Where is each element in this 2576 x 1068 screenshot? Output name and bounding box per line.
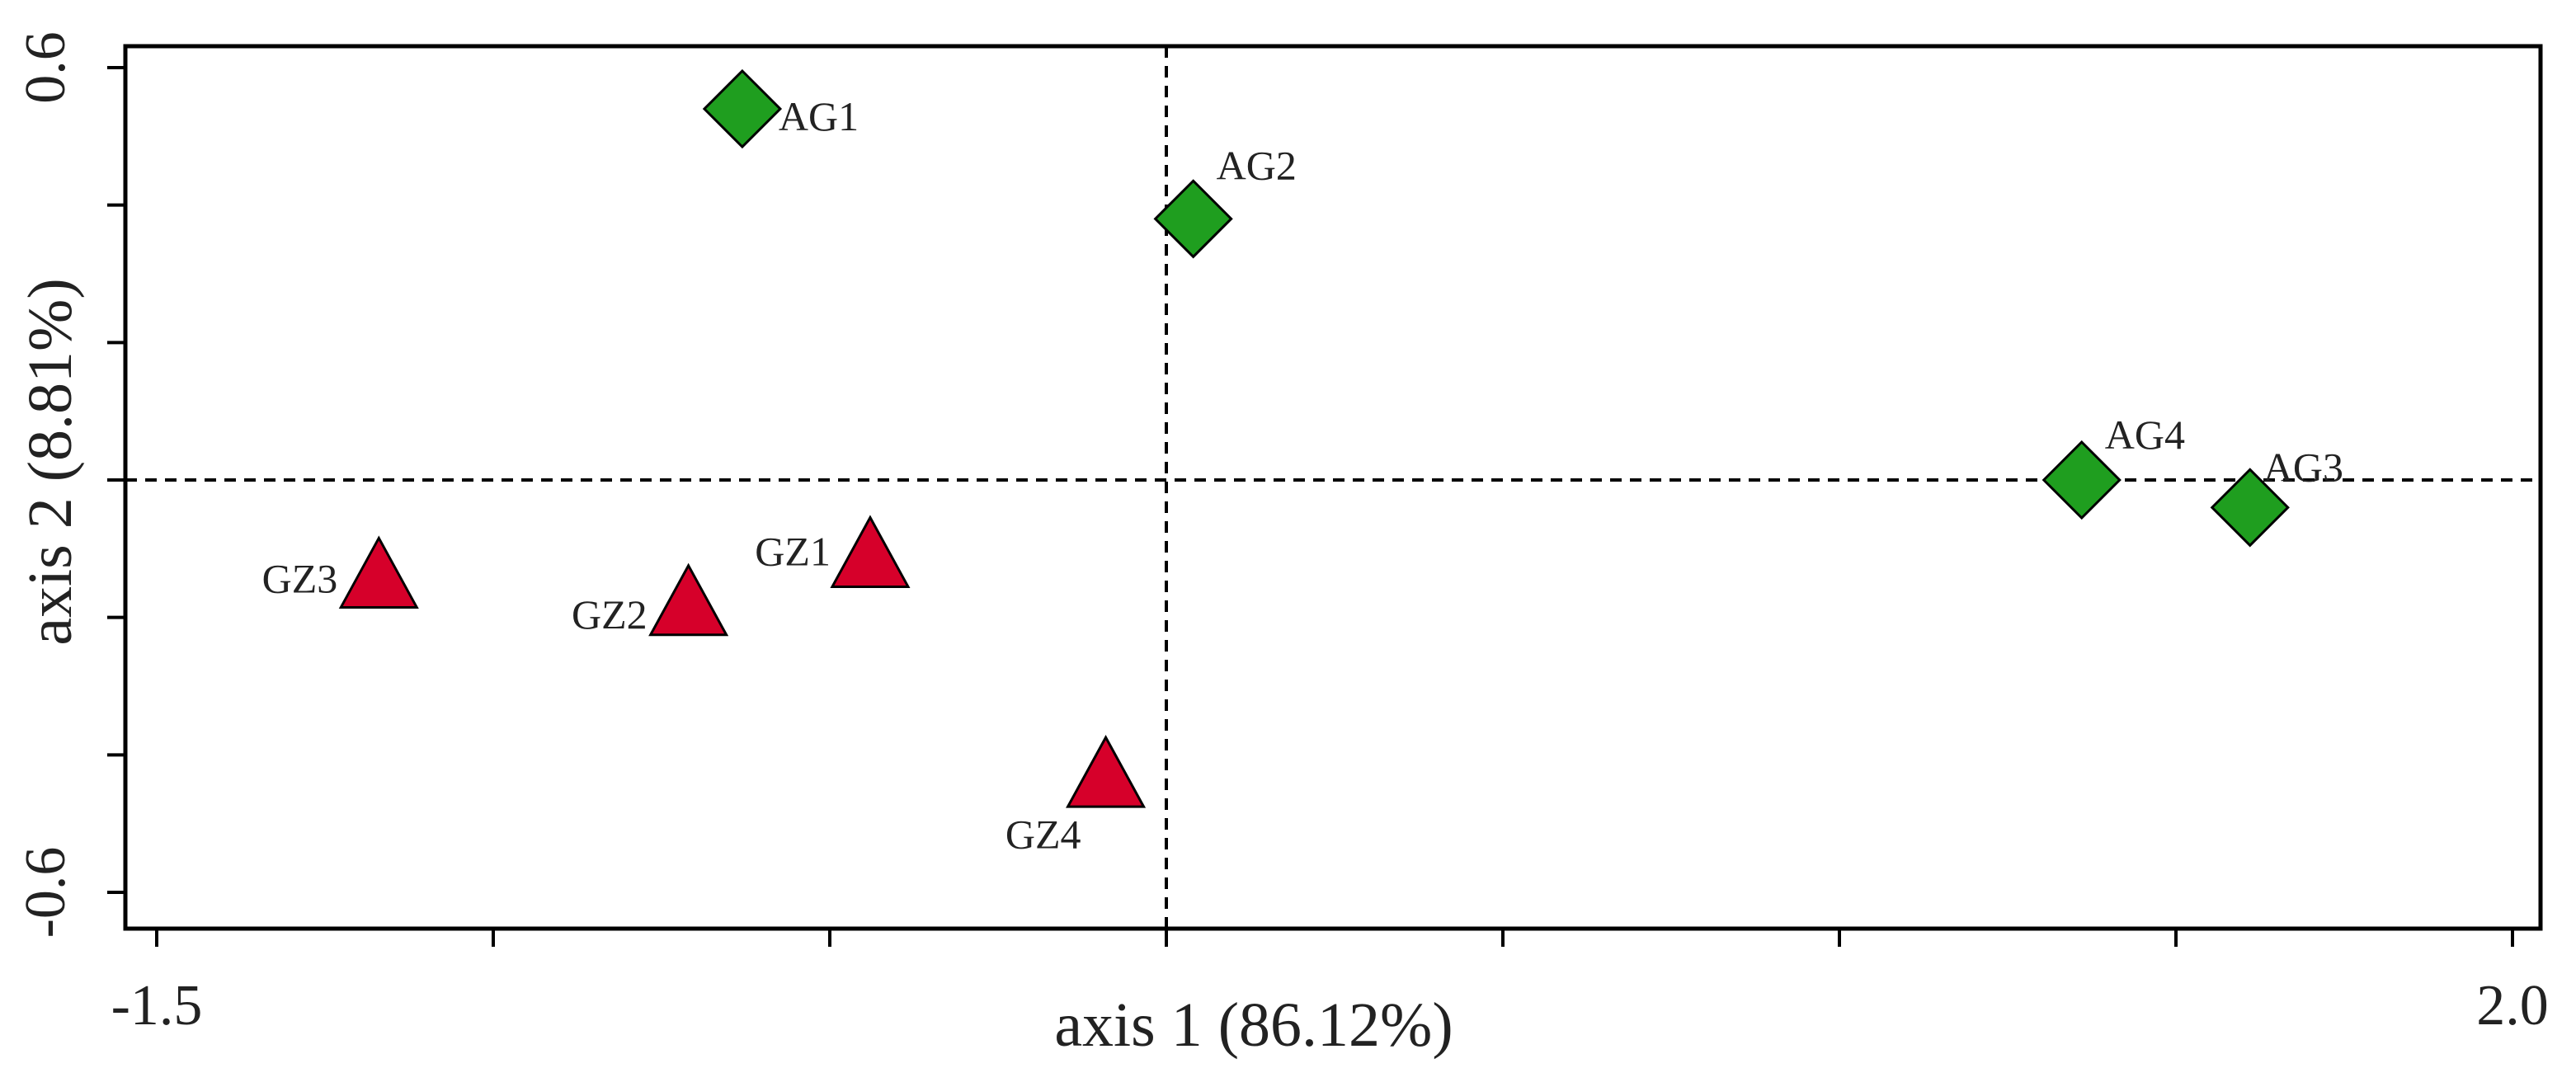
point-label-gz2: GZ2 — [572, 591, 648, 638]
marker-diamond-ag1 — [702, 68, 783, 149]
y-tick-label: 0.6 — [14, 31, 78, 104]
x-tick-label: -1.5 — [111, 974, 203, 1037]
point-label-ag3: AG3 — [2263, 444, 2343, 490]
y-tick-label: -0.6 — [14, 847, 78, 939]
reference-lines — [125, 46, 2541, 929]
data-points — [338, 68, 2290, 808]
point-label-ag2: AG2 — [1217, 142, 1297, 188]
plot-frame — [123, 44, 2543, 931]
point-labels: AG1 AG2 AG4 AG3 GZ3 GZ2 GZ1 GZ4 — [262, 93, 2343, 857]
tick-labels: -1.5 2.0 0.6 -0.6 — [14, 31, 2549, 1037]
marker-triangle-gz3 — [338, 535, 419, 609]
point-label-gz4: GZ4 — [1005, 811, 1081, 857]
marker-triangle-gz4 — [1066, 735, 1147, 808]
axis-ticks — [107, 66, 2514, 947]
y-axis-title: axis 2 (8.81%) — [16, 278, 85, 645]
x-tick-label: 2.0 — [2476, 974, 2549, 1037]
marker-diamond-ag2 — [1153, 179, 1233, 259]
marker-triangle-gz1 — [830, 515, 911, 588]
point-label-gz1: GZ1 — [755, 529, 831, 575]
marker-diamond-ag3 — [2210, 468, 2290, 548]
point-label-gz3: GZ3 — [262, 556, 338, 602]
marker-diamond-ag4 — [2041, 440, 2122, 520]
x-axis-title: axis 1 (86.12%) — [1054, 990, 1453, 1060]
point-label-ag1: AG1 — [779, 93, 859, 139]
point-label-ag4: AG4 — [2105, 412, 2185, 458]
marker-triangle-gz2 — [648, 562, 729, 637]
